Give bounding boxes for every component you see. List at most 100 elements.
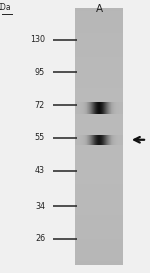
- Bar: [121, 135, 122, 145]
- Bar: [103, 135, 104, 145]
- Bar: [116, 102, 117, 114]
- Bar: [110, 102, 111, 114]
- Bar: [75, 247, 123, 248]
- Bar: [114, 102, 115, 114]
- Bar: [75, 8, 123, 10]
- Bar: [75, 193, 123, 194]
- Bar: [75, 258, 123, 260]
- Bar: [75, 234, 123, 235]
- Bar: [75, 135, 123, 136]
- Bar: [117, 135, 118, 145]
- Bar: [75, 41, 123, 43]
- Bar: [75, 177, 123, 179]
- Bar: [75, 121, 123, 122]
- Bar: [75, 250, 123, 251]
- Bar: [85, 102, 86, 114]
- Bar: [75, 184, 123, 185]
- Bar: [75, 253, 123, 254]
- Bar: [75, 208, 123, 210]
- Bar: [75, 40, 123, 41]
- Bar: [97, 102, 98, 114]
- Bar: [75, 28, 123, 29]
- Bar: [87, 135, 88, 145]
- Bar: [75, 152, 123, 153]
- Bar: [75, 195, 123, 197]
- Bar: [112, 135, 113, 145]
- Bar: [75, 76, 123, 78]
- Bar: [75, 149, 123, 151]
- Bar: [75, 182, 123, 183]
- Bar: [75, 246, 123, 247]
- Bar: [79, 102, 80, 114]
- Bar: [75, 51, 123, 52]
- Bar: [111, 135, 112, 145]
- Bar: [75, 81, 123, 83]
- Bar: [114, 135, 115, 145]
- Bar: [99, 135, 100, 145]
- Bar: [75, 148, 123, 149]
- Bar: [82, 102, 83, 114]
- Text: 72: 72: [35, 101, 45, 109]
- Bar: [97, 135, 98, 145]
- Bar: [75, 180, 123, 181]
- Bar: [75, 213, 123, 215]
- Bar: [80, 102, 81, 114]
- Bar: [75, 87, 123, 88]
- Bar: [81, 135, 82, 145]
- Bar: [83, 102, 84, 114]
- Bar: [75, 13, 123, 14]
- Bar: [75, 17, 123, 19]
- Bar: [75, 63, 123, 65]
- Bar: [75, 69, 123, 70]
- Bar: [107, 135, 108, 145]
- Bar: [75, 136, 123, 138]
- Bar: [75, 80, 123, 81]
- Bar: [75, 185, 123, 186]
- Bar: [93, 135, 94, 145]
- Bar: [75, 83, 123, 84]
- Bar: [75, 251, 123, 252]
- Bar: [84, 135, 85, 145]
- Bar: [75, 56, 123, 57]
- Bar: [101, 135, 102, 145]
- Bar: [75, 222, 123, 224]
- Bar: [76, 102, 77, 114]
- Bar: [75, 66, 123, 67]
- Bar: [100, 102, 101, 114]
- Bar: [85, 135, 86, 145]
- Bar: [75, 157, 123, 158]
- Bar: [107, 102, 108, 114]
- Bar: [99, 102, 100, 114]
- Bar: [75, 160, 123, 161]
- Bar: [92, 102, 93, 114]
- Bar: [75, 174, 123, 175]
- Bar: [75, 217, 123, 219]
- Bar: [75, 89, 123, 90]
- Bar: [77, 135, 78, 145]
- Bar: [75, 256, 123, 257]
- Bar: [87, 102, 88, 114]
- Text: A: A: [95, 4, 103, 14]
- Bar: [75, 228, 123, 229]
- Bar: [75, 57, 123, 58]
- Bar: [75, 232, 123, 233]
- Bar: [75, 32, 123, 34]
- Bar: [75, 211, 123, 212]
- Bar: [91, 102, 92, 114]
- Bar: [79, 135, 80, 145]
- Bar: [75, 171, 123, 173]
- Bar: [75, 70, 123, 71]
- Bar: [106, 135, 107, 145]
- Bar: [85, 102, 86, 114]
- Bar: [75, 124, 123, 125]
- Bar: [119, 102, 120, 114]
- Bar: [118, 135, 119, 145]
- Bar: [95, 135, 96, 145]
- Text: KDa: KDa: [0, 3, 11, 12]
- Bar: [103, 102, 104, 114]
- Bar: [75, 31, 123, 32]
- Bar: [75, 237, 123, 238]
- Bar: [75, 262, 123, 263]
- Bar: [75, 210, 123, 211]
- Bar: [75, 244, 123, 246]
